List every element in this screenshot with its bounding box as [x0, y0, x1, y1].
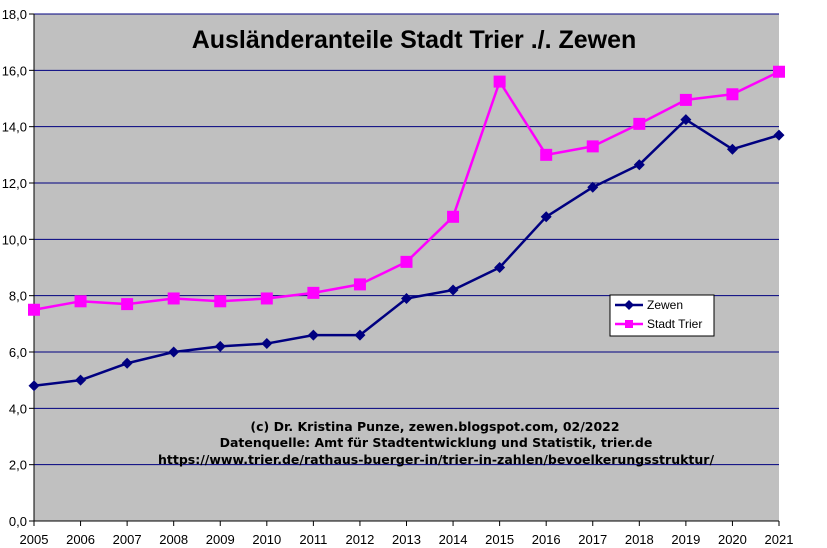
x-tick-label: 2008 [159, 532, 188, 547]
annotations: (c) Dr. Kristina Punze, zewen.blogspot.c… [158, 419, 714, 467]
legend-marker-zewen [624, 300, 634, 310]
data-point [773, 129, 785, 141]
y-tick-label: 10,0 [2, 232, 27, 247]
annotation-credit: (c) Dr. Kristina Punze, zewen.blogspot.c… [250, 419, 619, 434]
legend-item-zewen: Zewen [615, 298, 683, 312]
x-tick-label: 2006 [66, 532, 95, 547]
x-tick-label: 2005 [20, 532, 49, 547]
x-tick-label: 2012 [345, 532, 374, 547]
x-tick-label: 2020 [718, 532, 747, 547]
data-point [633, 117, 646, 130]
data-point [261, 338, 273, 350]
series-lines [28, 65, 785, 392]
data-point [167, 292, 180, 305]
legend-marker-stadt-trier [625, 320, 633, 328]
series-stadt-trier [28, 65, 785, 316]
chart-title: Ausländeranteile Stadt Trier ./. Zewen [192, 26, 637, 54]
data-point [354, 329, 366, 341]
data-point [214, 295, 227, 308]
y-tick-label: 0,0 [9, 514, 27, 529]
data-point [121, 357, 133, 369]
data-point [28, 380, 40, 392]
x-tick-label: 2010 [252, 532, 281, 547]
data-point [494, 262, 506, 273]
data-point [168, 346, 180, 358]
data-point [540, 148, 553, 161]
y-tick-label: 6,0 [9, 345, 27, 360]
x-tick-label: 2009 [206, 532, 235, 547]
annotation-source: Datenquelle: Amt für Stadtentwicklung un… [220, 435, 653, 450]
y-tick-label: 12,0 [2, 176, 27, 191]
legend-label-zewen: Zewen [647, 298, 683, 312]
data-point [587, 181, 599, 193]
x-tick-label: 2021 [765, 532, 794, 547]
data-point [400, 255, 413, 268]
data-point [726, 88, 739, 101]
x-tick-label: 2019 [671, 532, 700, 547]
series-zewen [28, 114, 785, 392]
data-point [447, 210, 460, 223]
data-point [260, 292, 273, 305]
data-point [633, 159, 645, 171]
data-point [726, 143, 738, 155]
y-axis-ticks: 0,0 2,0 4,0 6,0 8,0 10,0 12,0 14,0 16,0 18,0 [2, 7, 34, 529]
data-point [307, 329, 319, 341]
data-point [28, 303, 40, 316]
y-tick-label: 18,0 [2, 7, 27, 22]
data-point [679, 93, 692, 106]
legend-label-stadt-trier: Stadt Trier [647, 317, 702, 331]
data-point [540, 211, 552, 223]
x-tick-label: 2016 [532, 532, 561, 547]
x-tick-label: 2018 [625, 532, 654, 547]
x-tick-label: 2011 [299, 532, 327, 547]
x-tick-label: 2013 [392, 532, 421, 547]
y-tick-label: 16,0 [2, 63, 27, 78]
data-point [75, 374, 87, 386]
y-tick-label: 8,0 [9, 289, 27, 304]
data-point [773, 65, 785, 78]
legend: Zewen Stadt Trier [609, 294, 715, 337]
x-tick-label: 2007 [113, 532, 142, 547]
x-axis-ticks: 2005 2006 2007 2008 2009 2010 2011 2012 2013 2014… [20, 521, 794, 547]
x-tick-label: 2015 [485, 532, 514, 547]
data-point [307, 286, 320, 299]
data-point [447, 284, 459, 296]
legend-item-stadt-trier: Stadt Trier [615, 317, 702, 331]
data-point [353, 278, 366, 291]
y-tick-label: 2,0 [9, 458, 27, 473]
x-tick-label: 2014 [439, 532, 468, 547]
data-point [493, 75, 506, 88]
data-point [401, 292, 412, 304]
data-point [121, 298, 134, 311]
annotation-url: https://www.trier.de/rathaus-buerger-in/… [158, 452, 714, 467]
x-tick-label: 2017 [578, 532, 607, 547]
data-point [586, 140, 599, 153]
y-tick-label: 4,0 [9, 401, 27, 416]
data-point [214, 340, 226, 352]
data-point [74, 295, 87, 308]
gridlines [34, 13, 779, 522]
data-point [680, 114, 692, 126]
y-tick-label: 14,0 [2, 120, 27, 135]
